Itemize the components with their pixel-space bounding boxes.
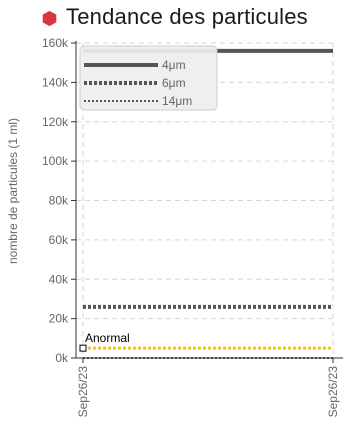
- y-tick-label: 80k: [49, 194, 69, 208]
- y-tick-label: 20k: [49, 312, 69, 326]
- legend: 4μm 6μm 14μm: [79, 45, 218, 111]
- threshold-marker: [79, 344, 87, 352]
- y-tick-label: 60k: [49, 233, 69, 247]
- y-tick-label: 100k: [42, 154, 69, 168]
- x-tick-label: Sep26/23: [326, 366, 340, 418]
- y-tick-label: 0k: [55, 351, 69, 365]
- chart-header: Tendance des particules: [0, 0, 357, 34]
- bullet-hexagon-icon: [42, 10, 57, 27]
- chart-title: Tendance des particules: [66, 4, 308, 29]
- axes: 0k 20k 40k 60k 80k 100k 120k 140k 160k Sep26/23 Se…: [42, 36, 343, 417]
- y-tick-label: 120k: [42, 115, 69, 129]
- particle-trend-chart: Anormal 0k 20k 40k 60k 80k 100k 120k 140k 160k Se…: [6, 36, 343, 417]
- y-tick-label: 40k: [49, 272, 69, 286]
- y-axis-title: nombre de particules (1 ml): [6, 118, 20, 264]
- legend-entry-1: 4μm: [162, 58, 186, 72]
- y-tick-label: 140k: [42, 75, 69, 89]
- legend-entry-3: 14μm: [162, 94, 192, 108]
- y-tick-label: 160k: [42, 36, 69, 50]
- legend-entry-2: 6μm: [162, 76, 186, 90]
- x-tick-label: Sep26/23: [76, 366, 90, 418]
- threshold-label: Anormal: [85, 331, 130, 345]
- legend-box: [79, 45, 218, 111]
